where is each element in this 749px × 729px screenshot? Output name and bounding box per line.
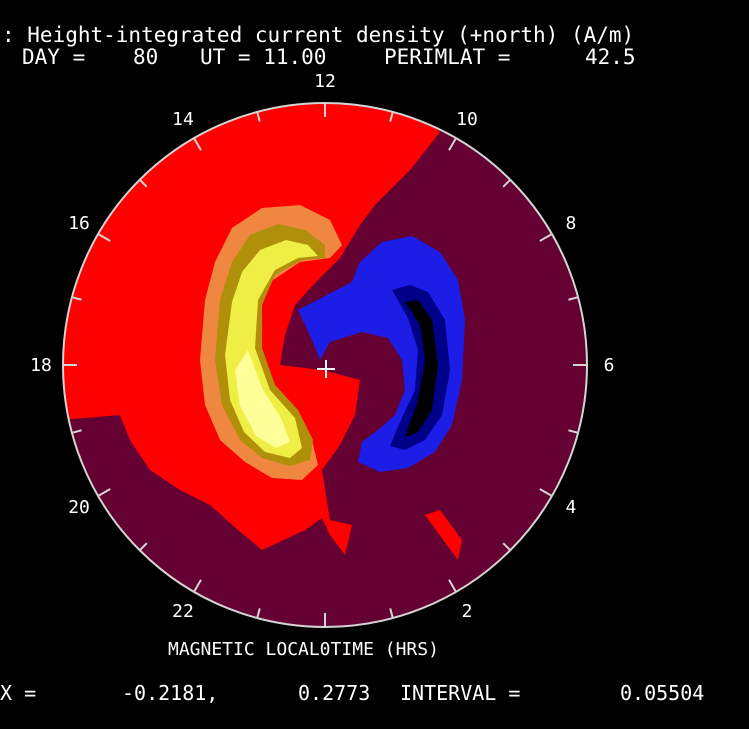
mlt-label-18: 18 bbox=[30, 355, 52, 376]
contour-map bbox=[63, 103, 587, 627]
tick-mark-21 bbox=[139, 542, 148, 551]
tick-labels: 12 14 16 18 20 22 0 2 4 6 8 10 bbox=[30, 71, 614, 660]
mlt-label-12: 12 bbox=[314, 71, 336, 92]
tick-mark-23 bbox=[256, 608, 261, 619]
tick-mark-15 bbox=[139, 179, 148, 188]
contour-blue-mid bbox=[390, 285, 450, 450]
mlt-label-16: 16 bbox=[68, 213, 90, 234]
ut-label: UT = 11.00 bbox=[200, 45, 326, 69]
tick-mark-7 bbox=[568, 296, 579, 301]
perimlat-value: 42.5 bbox=[585, 45, 636, 69]
tick-mark-10 bbox=[448, 137, 457, 151]
mlt-label-8: 8 bbox=[566, 213, 577, 234]
tick-mark-3 bbox=[502, 542, 511, 551]
mlt-label-22: 22 bbox=[172, 601, 194, 622]
tick-mark-22 bbox=[193, 579, 202, 593]
tick-mark-16 bbox=[97, 233, 111, 242]
tick-mark-8 bbox=[539, 233, 553, 242]
axis-label: MAGNETIC LOCAL TIME (HRS) bbox=[168, 639, 439, 660]
mlt-label-6: 6 bbox=[604, 355, 615, 376]
mlt-label-10: 10 bbox=[456, 109, 478, 130]
mlt-label-20: 20 bbox=[68, 497, 90, 518]
perimlat-label: PERIMLAT = bbox=[384, 45, 510, 69]
tick-mark-19 bbox=[71, 429, 82, 434]
footer-min-value: -0.2181, bbox=[122, 681, 218, 705]
tick-mark-5 bbox=[568, 429, 579, 434]
tick-mark-20 bbox=[97, 488, 111, 497]
tick-mark-13 bbox=[256, 111, 261, 122]
footer-interval-label: INTERVAL = bbox=[400, 681, 520, 705]
tick-mark-2 bbox=[448, 579, 457, 593]
mlt-label-14: 14 bbox=[172, 109, 194, 130]
mlt-label-2: 2 bbox=[462, 601, 473, 622]
tick-marks bbox=[63, 103, 587, 627]
day-value: 80 bbox=[133, 45, 158, 69]
mlt-label-0: 0 bbox=[320, 639, 331, 660]
tick-mark-4 bbox=[539, 488, 553, 497]
tick-mark-14 bbox=[193, 137, 202, 151]
footer-max-value: 0.2773 bbox=[298, 681, 370, 705]
contour-negative-core bbox=[405, 300, 438, 437]
tick-mark-17 bbox=[71, 296, 82, 301]
footer-range-label: X = bbox=[0, 681, 36, 705]
day-label: DAY = bbox=[22, 45, 85, 69]
footer-interval-value: 0.05504 bbox=[620, 681, 704, 705]
contour-light-yellow-core bbox=[235, 350, 290, 448]
tick-mark-1 bbox=[389, 608, 394, 619]
mlt-label-4: 4 bbox=[566, 497, 577, 518]
tick-mark-9 bbox=[502, 179, 511, 188]
contour-sliver bbox=[425, 510, 462, 560]
tick-mark-11 bbox=[389, 111, 394, 122]
plot-title: : Height-integrated current density (+no… bbox=[2, 23, 634, 47]
